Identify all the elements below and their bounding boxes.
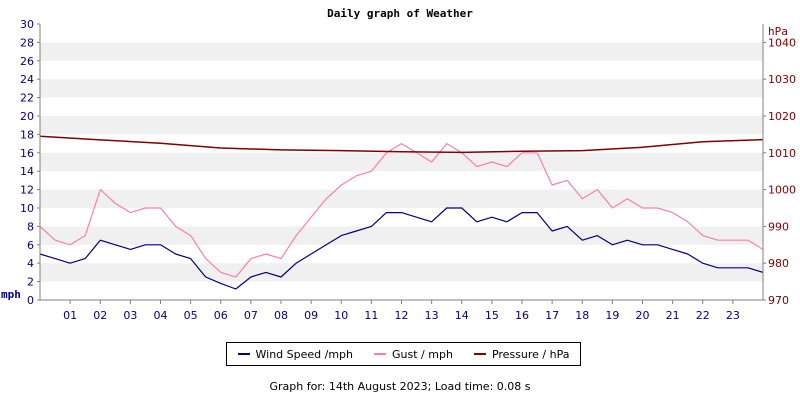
x-tick-label: 09 — [304, 309, 318, 322]
left-tick-label: 20 — [20, 110, 34, 123]
left-tick-label: 12 — [20, 184, 34, 197]
x-tick-label: 08 — [274, 309, 288, 322]
series-layer — [39, 135, 764, 290]
left-tick-label: 0 — [27, 294, 34, 307]
x-tick-label: 04 — [154, 309, 168, 322]
legend-item-wind: Wind Speed /mph — [237, 347, 354, 361]
x-axis-ticks: 01 02 03 04 05 06 07 08 09 10 11 12 13 14 15 16 17 18 19 20… — [63, 300, 740, 322]
right-tick-label: 990 — [768, 220, 789, 233]
left-tick-label: 24 — [20, 73, 34, 86]
right-axis-label: hPa — [768, 25, 788, 38]
left-tick-label: 18 — [20, 128, 34, 141]
grid-band — [40, 171, 763, 190]
left-tick-label: 2 — [27, 276, 34, 289]
grid-band — [40, 281, 763, 300]
pressure-swatch — [473, 353, 486, 355]
x-tick-label: 10 — [334, 309, 348, 322]
right-tick-label: 1030 — [768, 73, 796, 86]
right-axis-ticks: 970 980 990 1000 1010 1020 1030 1040 — [763, 36, 796, 307]
right-tick-label: 1000 — [768, 184, 796, 197]
x-tick-label: 06 — [214, 309, 228, 322]
legend: Wind Speed /mph Gust / mph Pressure / hP… — [226, 342, 581, 366]
x-tick-label: 22 — [696, 309, 710, 322]
right-tick-label: 980 — [768, 257, 789, 270]
grid-band — [40, 24, 763, 43]
grid-band — [40, 226, 763, 245]
legend-label-wind: Wind Speed /mph — [255, 347, 354, 361]
grid-bands — [40, 24, 763, 300]
x-tick-label: 23 — [726, 309, 740, 322]
grid-band — [40, 42, 763, 61]
grid-band — [40, 60, 763, 80]
legend-item-gust: Gust / mph — [374, 348, 453, 361]
x-tick-label: 01 — [63, 309, 77, 322]
x-tick-label: 21 — [666, 309, 680, 322]
left-axis-label: mph — [1, 288, 21, 301]
grid-band — [40, 244, 763, 264]
right-tick-label: 970 — [768, 294, 789, 307]
grid-band — [40, 189, 763, 208]
x-tick-label: 12 — [395, 309, 409, 322]
left-tick-label: 30 — [20, 18, 34, 31]
left-tick-label: 16 — [20, 147, 34, 160]
x-tick-label: 05 — [184, 309, 198, 322]
left-tick-label: 8 — [27, 220, 34, 233]
x-tick-label: 15 — [485, 309, 499, 322]
right-tick-label: 1020 — [768, 110, 796, 123]
legend-label-gust: Gust / mph — [392, 347, 453, 361]
left-tick-label: 22 — [20, 92, 34, 105]
x-tick-label: 17 — [545, 309, 559, 322]
grid-band — [40, 152, 763, 172]
chart-title: Daily graph of Weather — [327, 7, 473, 20]
right-tick-label: 1040 — [768, 36, 796, 49]
gust-line — [39, 143, 764, 278]
x-tick-label: 11 — [364, 309, 378, 322]
grid-band — [40, 116, 763, 135]
legend-item-pressure: Pressure / hPa — [473, 347, 570, 361]
x-tick-label: 13 — [425, 309, 439, 322]
left-tick-label: 10 — [20, 202, 34, 215]
x-tick-label: 20 — [636, 309, 650, 322]
grid-band — [40, 263, 763, 282]
grid-band — [40, 97, 763, 116]
x-tick-label: 16 — [515, 309, 529, 322]
footer-text: Graph for: 14th August 2023; Load time: … — [269, 380, 531, 393]
left-tick-label: 4 — [27, 257, 34, 270]
left-tick-label: 6 — [27, 239, 34, 252]
pressure-line — [39, 135, 764, 154]
left-tick-label: 28 — [20, 36, 34, 49]
x-tick-label: 14 — [455, 309, 469, 322]
x-tick-label: 07 — [244, 309, 258, 322]
x-tick-label: 19 — [605, 309, 619, 322]
x-tick-label: 18 — [575, 309, 589, 322]
x-tick-label: 02 — [93, 309, 107, 322]
right-tick-label: 1010 — [768, 147, 796, 160]
wind-swatch — [237, 353, 250, 355]
grid-band — [40, 79, 763, 98]
left-tick-label: 14 — [20, 165, 34, 178]
left-tick-label: 26 — [20, 55, 34, 68]
gust-swatch — [374, 353, 387, 355]
grid-band — [40, 208, 763, 227]
x-tick-label: 03 — [123, 309, 137, 322]
wind-speed-line — [39, 207, 764, 290]
legend-label-pressure: Pressure / hPa — [491, 347, 570, 361]
